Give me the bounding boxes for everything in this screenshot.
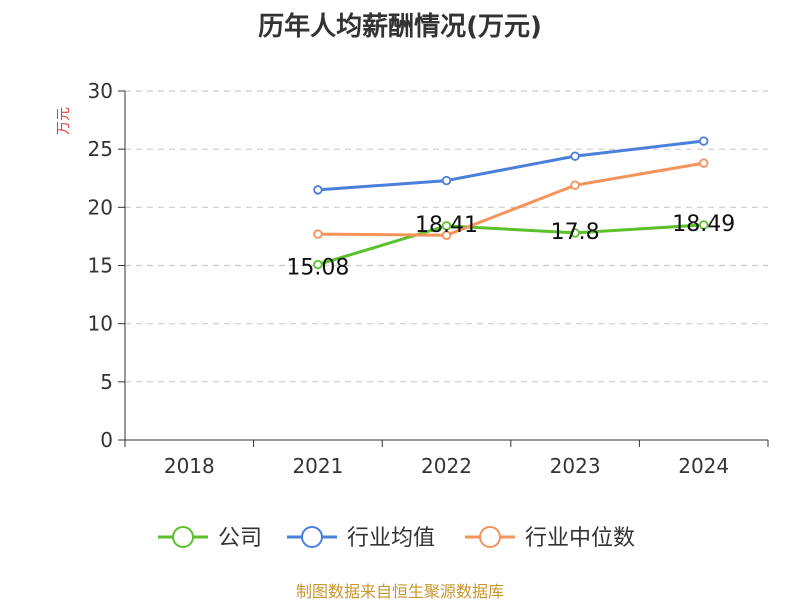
series-line (317, 161, 704, 237)
data-labels: 15.08 18.41 17.8 18.49 (286, 212, 735, 281)
data-point (570, 228, 580, 238)
series-line (317, 223, 704, 267)
data-point (570, 151, 580, 161)
legend-label: 公司 (218, 526, 262, 551)
legend-marker (172, 526, 194, 548)
data-point (699, 220, 709, 230)
y-axis-label: 万元 (56, 107, 72, 135)
y-tick-label: 25 (88, 137, 113, 161)
y-tick-label: 10 (88, 312, 113, 336)
legend-item[interactable]: 行业均值 (287, 526, 435, 551)
data-point (699, 158, 709, 168)
x-tick-label: 2018 (164, 454, 215, 478)
x-tick-label: 2023 (550, 454, 601, 478)
y-tick-label: 5 (100, 370, 113, 394)
data-label: 18.49 (672, 212, 735, 237)
grid-lines (125, 90, 768, 383)
data-label: 17.8 (551, 220, 600, 245)
legend-item[interactable]: 行业中位数 (465, 526, 635, 551)
legend-marker (479, 526, 501, 548)
series-line (317, 139, 704, 192)
data-label: 15.08 (286, 256, 349, 281)
data-point (699, 136, 709, 146)
legend-item[interactable]: 公司 (158, 526, 262, 551)
x-tick-label: 2021 (292, 454, 343, 478)
legend-label: 行业均值 (347, 526, 435, 551)
y-tick-label: 0 (100, 428, 113, 452)
series-group (313, 136, 709, 270)
data-point (441, 230, 452, 240)
x-tick-label: 2024 (678, 454, 729, 478)
legend-label: 行业中位数 (525, 526, 635, 551)
legend[interactable]: 公司 行业均值 行业中位数 (158, 526, 635, 551)
legend-marker (301, 526, 323, 548)
data-label: 18.41 (415, 213, 478, 238)
data-point (313, 185, 323, 195)
data-point (441, 221, 452, 231)
y-tick-label: 15 (88, 254, 113, 278)
data-point (570, 180, 580, 190)
data-point (313, 229, 323, 239)
y-tick-label: 20 (88, 195, 113, 219)
data-point (441, 175, 452, 186)
x-tick-label: 2022 (421, 454, 472, 478)
source-footer: 制图数据来自恒生聚源数据库 (295, 582, 504, 601)
axes: 0 5 10 15 20 25 30 2018 2021 2022 2023 2024 (88, 79, 769, 478)
chart-title: 历年人均薪酬情况(万元) (258, 12, 542, 42)
data-point (313, 259, 323, 270)
y-tick-label: 30 (88, 79, 113, 103)
